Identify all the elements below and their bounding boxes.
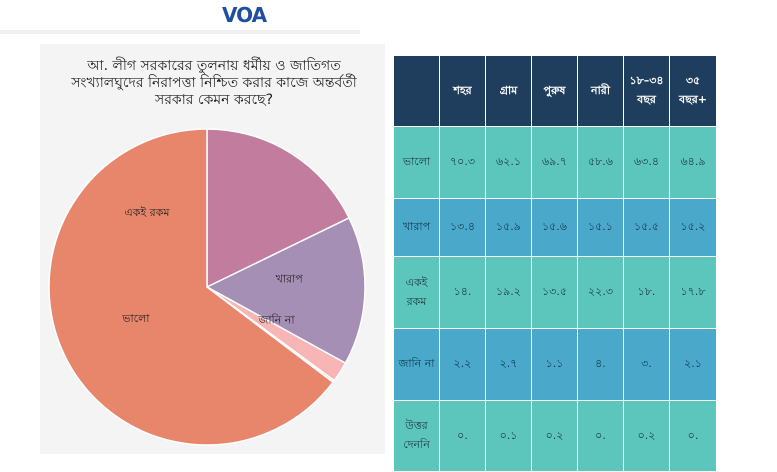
pie-chart-title: আ. লীগ সরকারের তুলনায় ধর্মীয় ও জাতিগত … xyxy=(71,58,357,108)
column-header: শহর xyxy=(439,55,486,127)
table-cell: ৬৪.৯ xyxy=(669,126,717,199)
table-cell: ১৪. xyxy=(439,256,486,329)
pie-slice xyxy=(206,128,351,289)
row-label: উত্তর দেননি xyxy=(393,400,440,472)
pie-slice-label: একই রকম xyxy=(124,206,170,219)
row-label: একই রকম xyxy=(393,256,440,329)
table-cell: ১৮. xyxy=(623,256,670,329)
table-cell: ৬৯.৭ xyxy=(531,126,578,199)
pie-chart: একই রকম খারাপ জানি না ভালো xyxy=(48,128,366,446)
table-cell: ৪. xyxy=(577,328,624,401)
table-cell: ১৯.২ xyxy=(485,256,532,329)
table-cell: ১.১ xyxy=(531,328,578,401)
demographic-table: শহর গ্রাম পুরুষ নারী ১৮–৩৪ বছর ৩৫ বছর+ ভ… xyxy=(393,55,717,472)
column-header: নারী xyxy=(577,55,624,127)
pie-slice-label: জানি না xyxy=(258,313,296,326)
header-divider xyxy=(0,30,360,34)
pie-slice xyxy=(48,128,335,446)
table-cell: ৭০.৩ xyxy=(439,126,486,199)
table-cell: ১৫.২ xyxy=(669,198,717,257)
column-header: ১৮–৩৪ বছর xyxy=(623,55,670,127)
table-cell: ১৩.৪ xyxy=(439,198,486,257)
column-header: ৩৫ বছর+ xyxy=(669,55,717,127)
table-cell: ১৫.৫ xyxy=(623,198,670,257)
column-header: গ্রাম xyxy=(485,55,532,127)
table-cell: ৫৮.৬ xyxy=(577,126,624,199)
table-cell: ০.১ xyxy=(485,400,532,472)
table-row: জানি না ২.২ ২.৭ ১.১ ৪. ৩. ২.১ xyxy=(393,328,717,401)
table-cell: ০. xyxy=(439,400,486,472)
row-label: জানি না xyxy=(393,328,440,401)
table-cell: ০.২ xyxy=(623,400,670,472)
table-cell: ১৫.৬ xyxy=(531,198,578,257)
table-cell: ১৭.৮ xyxy=(669,256,717,329)
table-header-row: শহর গ্রাম পুরুষ নারী ১৮–৩৪ বছর ৩৫ বছর+ xyxy=(393,55,717,127)
table-cell: ১৩.৫ xyxy=(531,256,578,329)
pie-slice-label: ভালো xyxy=(121,312,150,325)
table-cell: ০. xyxy=(577,400,624,472)
pie-slice xyxy=(205,216,366,365)
table-cell: ০.২ xyxy=(531,400,578,472)
table-cell: ২.২ xyxy=(439,328,486,401)
table-row: ভালো ৭০.৩ ৬২.১ ৬৯.৭ ৫৮.৬ ৬৩.৪ ৬৪.৯ xyxy=(393,126,717,199)
column-header: পুরুষ xyxy=(531,55,578,127)
table-row: খারাপ ১৩.৪ ১৫.৯ ১৫.৬ ১৫.১ ১৫.৫ ১৫.২ xyxy=(393,198,717,257)
table-cell: ৬৩.৪ xyxy=(623,126,670,199)
table-cell: ০. xyxy=(669,400,717,472)
table-cell: ২.৭ xyxy=(485,328,532,401)
table-cell: ২.১ xyxy=(669,328,717,401)
voa-logo: VOA xyxy=(222,3,267,27)
table-row: একই রকম ১৪. ১৯.২ ১৩.৫ ২২.৩ ১৮. ১৭.৮ xyxy=(393,256,717,329)
table-cell: ৬২.১ xyxy=(485,126,532,199)
row-label: খারাপ xyxy=(393,198,440,257)
table-row: উত্তর দেননি ০. ০.১ ০.২ ০. ০.২ ০. xyxy=(393,400,717,472)
pie-slice-label: খারাপ xyxy=(276,272,304,285)
table-cell: ৩. xyxy=(623,328,670,401)
table-cell: ২২.৩ xyxy=(577,256,624,329)
row-label: ভালো xyxy=(393,126,440,199)
table-cell: ১৫.৯ xyxy=(485,198,532,257)
table-corner-cell xyxy=(393,55,440,127)
table-cell: ১৫.১ xyxy=(577,198,624,257)
